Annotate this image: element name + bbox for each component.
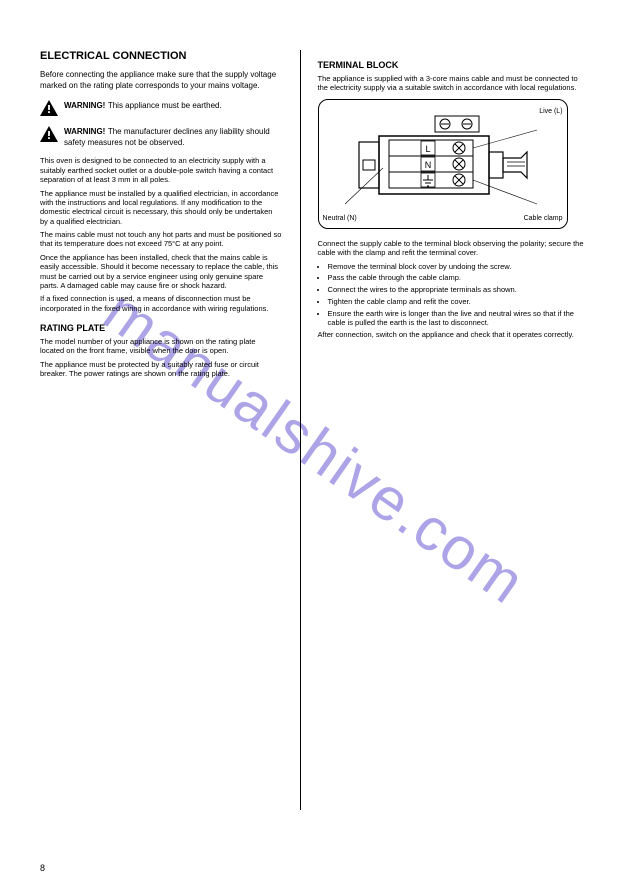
warning-block-1: WARNING! This appliance must be earthed. <box>40 100 282 118</box>
warning-head-1: WARNING! <box>64 101 105 110</box>
fig-label-clamp: Cable clamp <box>524 215 563 222</box>
left-p3: The mains cable must not touch any hot p… <box>40 230 282 249</box>
right-p1: The appliance is supplied with a 3-core … <box>318 74 589 93</box>
warning-text-2: WARNING! The manufacturer declines any l… <box>64 126 282 149</box>
list-item: Remove the terminal block cover by undoi… <box>328 262 589 272</box>
right-p2: Connect the supply cable to the terminal… <box>318 239 589 258</box>
warning-text-1: WARNING! This appliance must be earthed. <box>64 100 282 111</box>
intro-paragraph: Before connecting the appliance make sur… <box>40 70 282 92</box>
rating-plate-heading: RATING PLATE <box>40 323 282 333</box>
svg-text:N: N <box>424 160 431 170</box>
left-p2: The appliance must be installed by a qua… <box>40 189 282 227</box>
right-column: TERMINAL BLOCK The appliance is supplied… <box>300 50 589 840</box>
fig-label-live: Live (L) <box>539 108 562 115</box>
right-p3: After connection, switch on the applianc… <box>318 330 589 339</box>
left-column: ELECTRICAL CONNECTION Before connecting … <box>40 50 300 840</box>
warning-icon <box>40 126 58 144</box>
warning-block-2: WARNING! The manufacturer declines any l… <box>40 126 282 149</box>
fig-label-neutral: Neutral (N) <box>323 215 357 222</box>
right-bullets: Remove the terminal block cover by undoi… <box>318 262 589 329</box>
left-p6: The model number of your appliance is sh… <box>40 337 282 356</box>
column-divider <box>300 50 301 810</box>
list-item: Connect the wires to the appropriate ter… <box>328 285 589 295</box>
left-p1: This oven is designed to be connected to… <box>40 156 282 184</box>
content-columns: ELECTRICAL CONNECTION Before connecting … <box>0 0 629 840</box>
list-item: Tighten the cable clamp and refit the co… <box>328 297 589 307</box>
left-p4: Once the appliance has been installed, c… <box>40 253 282 291</box>
warning-icon <box>40 100 58 118</box>
warning-body-1: This appliance must be earthed. <box>108 101 222 110</box>
list-item: Ensure the earth wire is longer than the… <box>328 309 589 329</box>
left-p7: The appliance must be protected by a sui… <box>40 360 282 379</box>
terminal-block-figure: L N <box>318 99 568 229</box>
section-heading: ELECTRICAL CONNECTION <box>40 50 282 62</box>
page-number: 8 <box>40 863 45 873</box>
left-p5: If a fixed connection is used, a means o… <box>40 294 282 313</box>
list-item: Pass the cable through the cable clamp. <box>328 273 589 283</box>
terminal-block-svg: L N <box>327 108 559 220</box>
page: manualshive.com ELECTRICAL CONNECTION Be… <box>0 0 629 893</box>
terminal-block-heading: TERMINAL BLOCK <box>318 60 589 70</box>
warning-head-2: WARNING! <box>64 127 105 136</box>
svg-text:L: L <box>425 144 430 154</box>
